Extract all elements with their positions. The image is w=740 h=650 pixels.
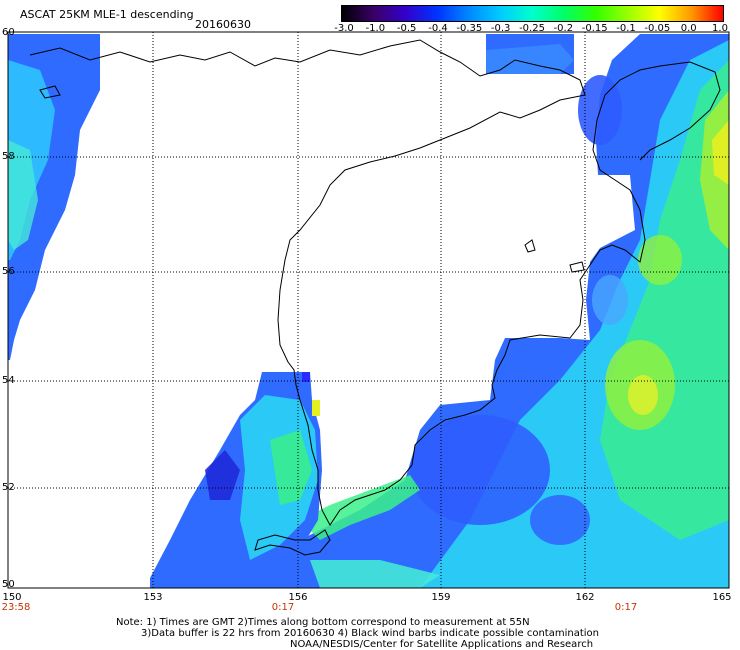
colorbar-tick-label: -3.0 [334,23,354,34]
time-label-1: 23:58 [1,602,31,613]
colorbar-tick-label: -1.0 [365,23,386,34]
title-text: ASCAT 25KM MLE-1 descending [20,8,194,21]
lon-label-156: 156 [288,592,308,603]
title-date: 20160630 [195,18,251,31]
lat-label-52: 52 [2,482,15,493]
colorbar-tick-label: -0.35 [456,23,483,34]
coastline [29,39,721,556]
lon-label-150: 150 [2,592,22,603]
colorbar-tick-label: -0.2 [553,23,574,34]
colorbar-tick-label: -0.3 [490,23,511,34]
note-line-3: NOAA/NESDIS/Center for Satellite Applica… [290,639,594,650]
colorbar-tick-label: 0.0 [680,23,697,34]
colorbar-tick-label: -0.5 [396,23,417,34]
colorbar [341,5,724,22]
colorbar-tick-label: 1.0 [712,23,728,34]
note-line-1: Note: 1) Times are GMT 2)Times along bot… [116,617,530,628]
map-frame [7,31,730,589]
lat-label-56: 56 [2,266,15,277]
time-label-3: 0:17 [614,602,638,613]
time-label-2: 0:17 [271,602,295,613]
note-line-2: 3)Data buffer is 22 hrs from 20160630 4)… [141,628,599,639]
lat-label-54: 54 [2,375,15,386]
colorbar-tick-label: -0.15 [581,23,608,34]
colorbar-tick-label: -0.1 [616,23,636,34]
lon-label-165: 165 [712,592,732,603]
graticule [8,32,729,588]
colorbar-tick-label: -0.05 [644,23,671,34]
data-field [8,34,729,588]
lat-label-50: 50 [2,579,15,590]
lat-label-60: 60 [2,27,15,38]
colorbar-tick-label: -0.4 [428,23,448,34]
map-title: ASCAT 25KM MLE-1 descending 20160630 [20,8,251,31]
lon-label-153: 153 [143,592,163,603]
lon-label-162: 162 [575,592,595,603]
colorbar-tick-label: -0.25 [519,23,545,34]
lat-label-58: 58 [2,151,15,162]
lon-label-159: 159 [431,592,451,603]
